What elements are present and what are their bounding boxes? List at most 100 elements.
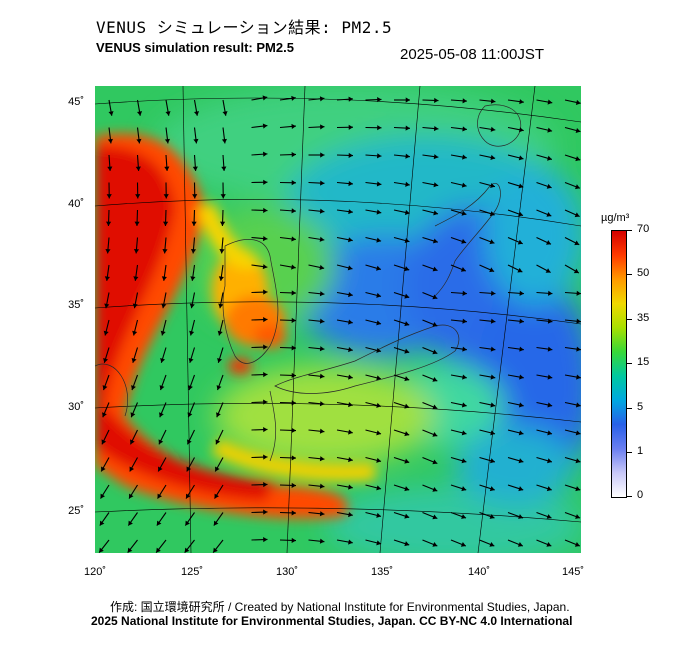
wind-arrow-head — [404, 209, 410, 215]
wind-arrow-head — [460, 541, 466, 547]
wind-arrow-head — [405, 97, 410, 103]
wind-arrow-head — [461, 210, 467, 216]
wind-arrow-head — [136, 111, 143, 116]
wind-arrow-head — [347, 265, 353, 271]
wind-arrow-head — [518, 458, 524, 464]
pm25-map[interactable] — [95, 86, 581, 553]
wind-arrow-head — [220, 194, 226, 199]
wind-arrow-head — [348, 124, 353, 130]
wind-arrow-head — [130, 439, 135, 445]
wind-arrow-head — [404, 321, 410, 327]
lon-label-135: 135˚ — [370, 566, 394, 578]
wind-arrow-head — [159, 385, 165, 391]
wind-arrow-head — [404, 376, 410, 382]
wind-arrow-head — [433, 125, 439, 132]
wind-arrow-head — [461, 402, 467, 408]
wind-arrow-head — [404, 293, 410, 299]
wind-arrow-head — [462, 290, 467, 296]
lat-label-30: 30˚ — [68, 401, 84, 413]
wind-arrow-head — [319, 346, 325, 352]
wind-arrow-head — [348, 429, 353, 435]
wind-arrow-head — [376, 292, 382, 298]
wind-arrow-head — [135, 194, 141, 199]
wind-arrow-head — [192, 166, 198, 171]
wind-arrow-head — [432, 514, 438, 520]
high-concentration-plume — [95, 133, 376, 519]
wind-arrow-head — [102, 385, 108, 391]
wind-arrow-head — [263, 207, 268, 213]
wind-arrow-head — [461, 514, 467, 519]
wind-arrow-head — [518, 211, 524, 217]
wind-arrow-head — [575, 430, 581, 436]
wind-arrow-head — [133, 276, 139, 281]
wind-arrow-head — [546, 541, 552, 547]
wind-arrow-head — [132, 303, 138, 309]
wind-arrow-head — [263, 289, 268, 295]
colorbar-tick-35: 35 — [637, 312, 650, 324]
wind-arrow-head — [291, 236, 296, 242]
wind-arrow-head — [319, 538, 325, 544]
wind-arrow-head — [432, 431, 438, 437]
wind-arrow-head — [404, 348, 410, 354]
wind-arrow-head — [187, 412, 193, 418]
wind-arrow-head — [218, 303, 224, 309]
wind-arrow-head — [405, 153, 410, 159]
wind-arrow-head — [193, 111, 200, 116]
lon-label-120: 120˚ — [83, 566, 107, 578]
wind-arrow-head — [319, 401, 325, 407]
wind-arrow-head — [404, 513, 410, 519]
wind-arrow-head — [376, 237, 382, 243]
wind-arrow-head — [219, 248, 225, 254]
wind-arrow-head — [291, 180, 296, 186]
wind-arrow-head — [103, 330, 109, 336]
wind-arrow-head — [156, 520, 162, 526]
wind-arrow-head — [262, 235, 268, 242]
wind-arrow-head — [348, 511, 353, 518]
wind-arrow-head — [490, 402, 496, 408]
wind-arrow-head — [192, 194, 198, 199]
wind-arrow-head — [217, 357, 223, 363]
wind-arrow-head — [548, 290, 553, 296]
wind-arrow-head — [432, 266, 438, 272]
wind-arrow-head — [517, 267, 523, 273]
wind-arrow-head — [319, 373, 325, 379]
wind-arrow-head — [490, 374, 496, 380]
wind-arrow-head — [263, 482, 268, 488]
wind-arrow-head — [193, 138, 199, 144]
wind-arrow-head — [518, 430, 524, 436]
wind-arrow-head — [575, 156, 581, 162]
wind-arrow-head — [547, 318, 553, 324]
wind-arrow-head — [348, 539, 353, 545]
wind-arrow-head — [547, 99, 553, 105]
colorbar — [611, 230, 627, 498]
wind-arrow-head — [405, 181, 410, 187]
graticule — [95, 86, 581, 553]
wind-arrow-head — [136, 138, 142, 144]
wind-arrow-head — [547, 127, 553, 133]
wind-arrow-head — [461, 182, 467, 188]
wind-arrow-head — [547, 458, 552, 464]
wind-arrow-head — [490, 98, 496, 104]
wind-arrow-head — [221, 166, 227, 171]
wind-arrow-head — [490, 183, 495, 189]
colorbar-tick-15: 15 — [637, 356, 650, 368]
wind-arrow-head — [376, 209, 382, 215]
wind-arrow-head — [186, 493, 191, 499]
wind-arrow-head — [319, 318, 325, 324]
wind-arrow-head — [376, 485, 382, 491]
wind-arrow-head — [348, 180, 353, 187]
wind-arrow-head — [291, 345, 296, 351]
wind-arrow-head — [160, 330, 166, 336]
coastlines — [95, 104, 522, 462]
wind-arrow-head — [159, 412, 164, 418]
wind-arrow-head — [319, 511, 325, 517]
wind-arrow-head — [573, 268, 579, 274]
wind-arrow-head — [432, 294, 438, 300]
wind-arrow-head — [348, 237, 353, 243]
wind-arrow-head — [519, 374, 524, 380]
wind-arrow-head — [319, 483, 325, 489]
wind-arrow-head — [377, 97, 382, 103]
wind-arrow-head — [129, 466, 135, 472]
wind-arrow-head — [432, 376, 438, 382]
credit-line-2: 2025 National Institute for Environmenta… — [91, 614, 573, 628]
